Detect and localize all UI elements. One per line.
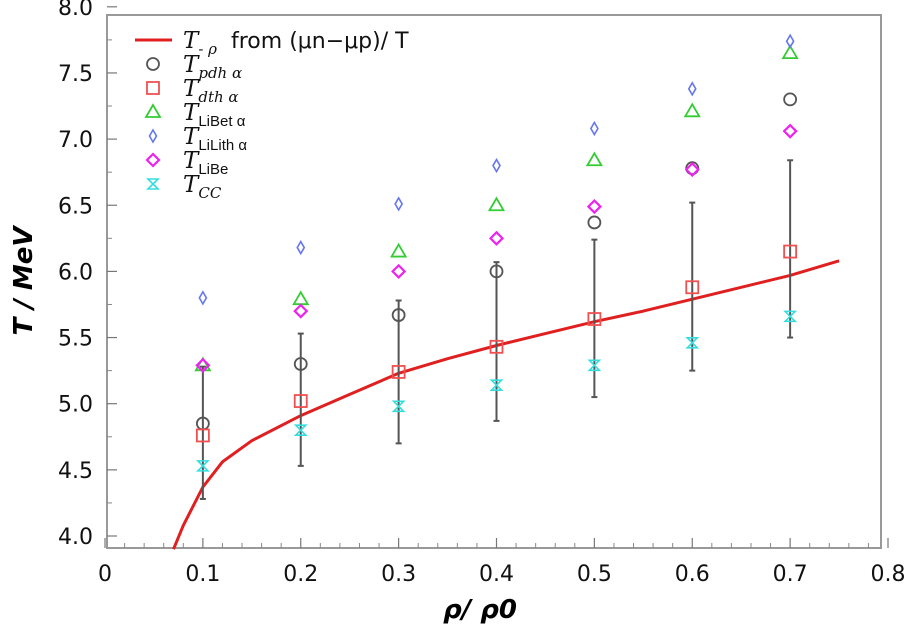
legend-marker-thin-diamond [148,128,158,144]
axis-ticks: 0 0.1 0.2 0.3 0.4 0.5 0.6 0.7 0.8 4.0 4.5 5.0 5.5 6.0… [58,0,906,587]
data-point-triangle [390,242,408,258]
data-point-circle [293,357,308,371]
y-tick-label: 4.5 [58,459,93,484]
data-point-thin-diamond [589,120,599,137]
data-point-hourglass [685,337,700,349]
legend-marker-hourglass [146,178,160,190]
data-point-diamond [782,123,798,139]
data-point-square [293,394,308,408]
data-point-square [685,280,700,295]
data-point-hourglass [783,310,798,323]
legend-label: T- ρ from (μn−μp)/ T [183,28,409,58]
data-point-circle [489,264,504,279]
data-point-thin-diamond [687,81,697,97]
data-point-square [391,365,406,379]
data-point-triangle [683,102,701,118]
legend-marker-diamond [145,152,161,168]
data-point-thin-diamond [394,196,404,212]
model-curve-layer [172,259,840,550]
data-point-thin-diamond [198,290,208,306]
y-tick-label: 5.0 [58,393,93,418]
data-point-circle [391,308,406,322]
x-tick-label: 0.2 [283,562,318,587]
data-point-triangle [487,196,506,212]
data-point-hourglass [391,400,406,413]
legend-label: TLiBe [183,148,228,178]
data-point-hourglass [293,424,308,436]
data-point-hourglass [587,359,602,372]
x-tick-label: 0.5 [577,562,612,587]
y-tick-label: 7.0 [58,128,93,153]
x-tick-label: 0.3 [381,562,416,587]
y-tick-label: 5.5 [58,327,93,352]
legend-label: Tdth α [183,76,239,106]
x-tick-label: 0.7 [773,562,808,587]
data-point-diamond [195,357,211,373]
legend-label: TCC [183,172,222,202]
data-point-thin-diamond [785,33,795,49]
data-point-diamond [684,161,700,178]
data-point-square [195,428,210,443]
data-point-square [587,312,602,326]
x-tick-label: 0.4 [479,562,514,587]
x-axis-title: ρ/ ρ0 [443,595,517,625]
data-point-thin-diamond [296,239,306,256]
legend-label: TLiBet α [183,100,246,130]
data-point-thin-diamond [492,157,501,174]
x-tick-label: 0.6 [675,562,710,587]
data-point-triangle [585,151,603,167]
data-point-hourglass [195,460,210,472]
legend-marker-circle [146,57,160,71]
legend-label: TLiLith α [183,124,247,154]
data-point-hourglass [489,379,504,391]
y-tick-label: 7.5 [58,62,93,87]
data-point-square [489,339,504,354]
y-axis-title: T / MeV [9,225,39,336]
legend-marker-triangle [144,103,162,118]
data-point-diamond [391,263,407,279]
x-tick-label: 0.8 [871,562,906,587]
data-point-circle [783,92,798,107]
y-tick-label: 6.0 [58,260,93,285]
x-tick-label: 0 [98,562,112,587]
y-tick-label: 6.5 [58,194,93,219]
model-curve [172,259,840,550]
x-tick-label: 0.1 [185,562,220,587]
data-point-diamond [488,230,505,246]
data-point-circle [587,215,602,230]
y-tick-label: 8.0 [58,0,93,21]
data-point-diamond [293,303,309,319]
data-point-square [783,244,798,259]
y-tick-label: 4.0 [58,525,93,550]
plot-frame [106,14,882,549]
data-points [194,33,799,472]
legend-marker-square [146,81,160,95]
legend-label: Tpdh α [183,52,242,82]
data-point-diamond [586,199,602,215]
data-point-triangle [781,44,799,60]
